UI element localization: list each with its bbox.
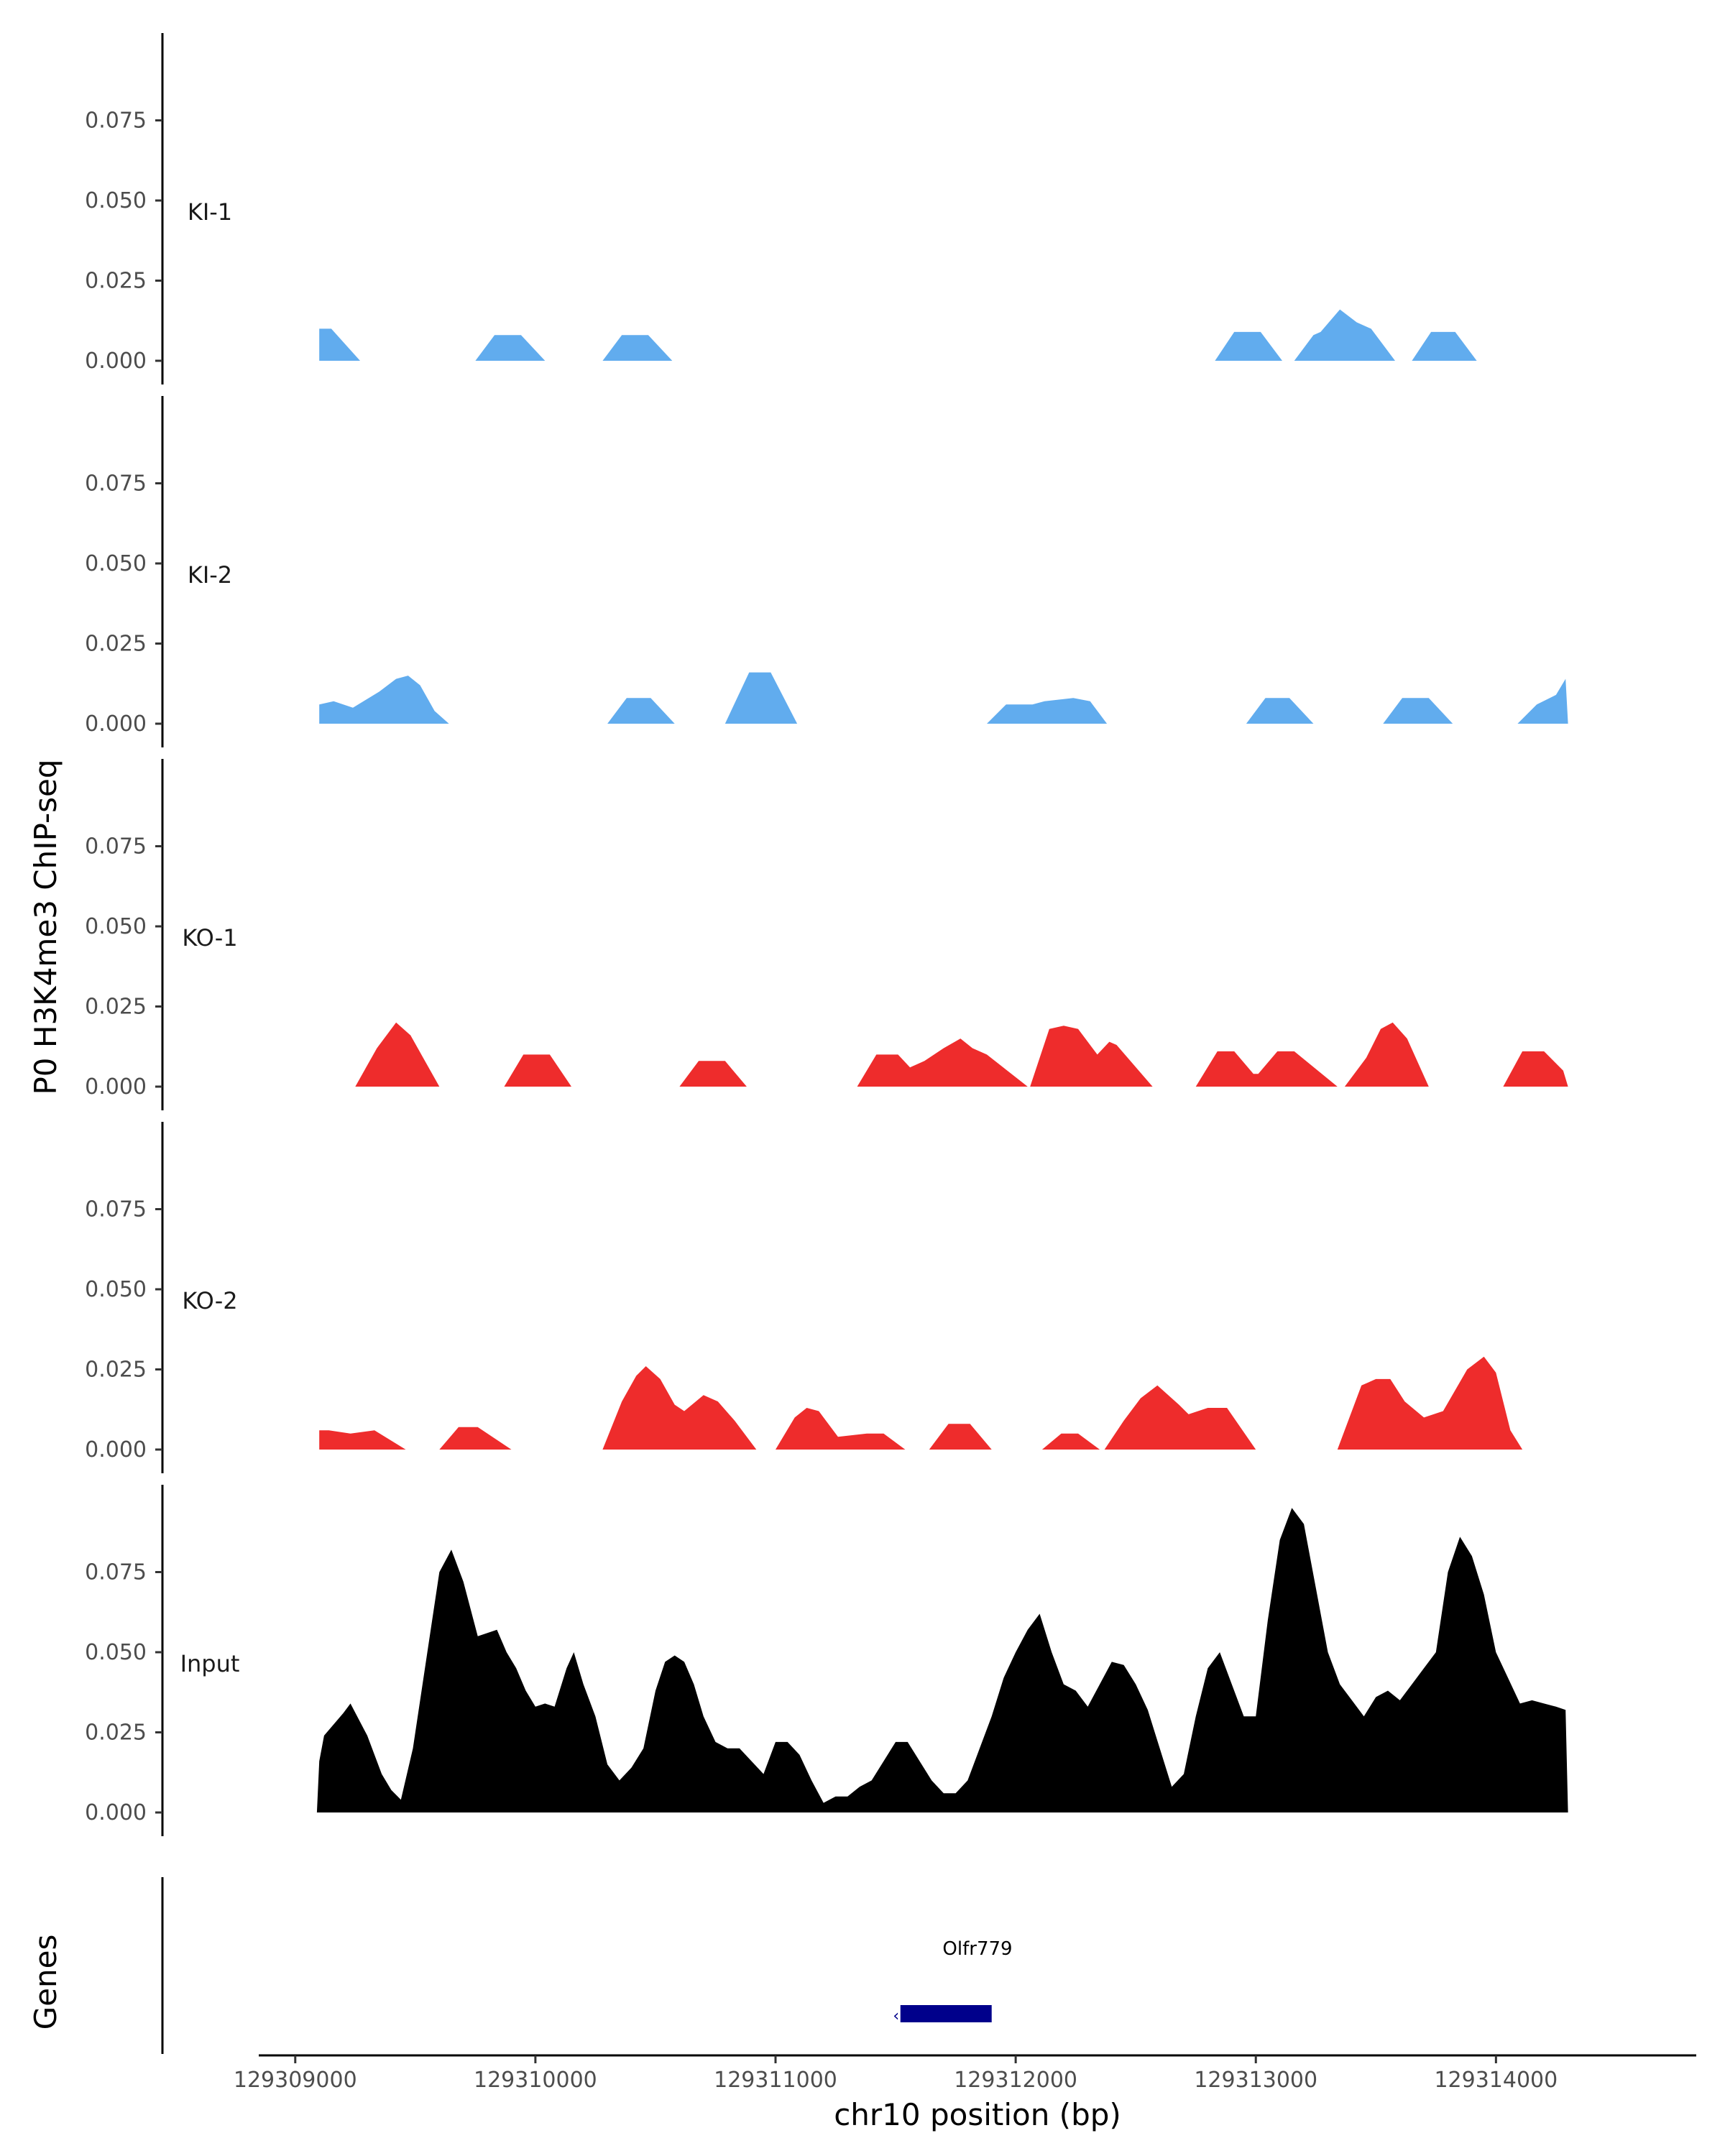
track-ki-1: 0.000 0.025 0.050 0.075 KI-1	[85, 33, 1477, 384]
x-tick-label: 129314000	[1434, 2068, 1558, 2093]
x-tick-label: 129310000	[474, 2068, 597, 2093]
track-ko-2-peak-8	[1337, 1356, 1523, 1450]
y-axis-title: P0 H3K4me3 ChIP-seq	[28, 759, 63, 1095]
track-ko-2-peak-3	[602, 1366, 757, 1450]
track-ki-2-peak-7	[1517, 678, 1568, 724]
track-ko-2-peak-7	[1104, 1385, 1256, 1450]
track-ki-1-peak-1	[319, 328, 360, 361]
track-ki-1-peak-2	[475, 335, 546, 361]
track-ko-2-peak-5	[929, 1424, 992, 1450]
track-input-label: Input	[180, 1650, 240, 1677]
track-ko-1-y-tick-label: 0.050	[85, 914, 147, 939]
track-ki-2-peak-1	[319, 676, 449, 724]
track-ko-1-peak-6	[1195, 1051, 1338, 1087]
track-ko-2-y-tick-label: 0.075	[85, 1197, 147, 1222]
track-ki-2: 0.000 0.025 0.050 0.075 KI-2	[85, 396, 1568, 747]
track-ki-1-y-tick-label: 0.000	[85, 349, 147, 374]
track-ki-1-label: KI-1	[188, 198, 232, 226]
track-ko-2-peak-1	[319, 1430, 406, 1450]
track-ki-2-y-tick-label: 0.025	[85, 632, 147, 657]
track-ki-1-peak-3	[602, 335, 673, 361]
track-ko-1-peak-7	[1344, 1022, 1429, 1087]
x-tick-label: 129312000	[954, 2068, 1077, 2093]
x-axis-title: chr10 position (bp)	[834, 2097, 1121, 2132]
track-ko-1-y-tick-label: 0.075	[85, 834, 147, 860]
track-ko-1-y-tick-label: 0.025	[85, 995, 147, 1020]
track-ki-1-peak-4	[1215, 331, 1282, 361]
track-ko-2-label: KO-2	[182, 1287, 237, 1314]
track-ki-2-peak-5	[1246, 698, 1314, 724]
track-ki-2-peak-3	[724, 672, 798, 724]
track-ki-2-y-tick-label: 0.050	[85, 551, 147, 576]
track-ko-1-label: KO-1	[182, 924, 237, 952]
track-ki-1-y-tick-label: 0.050	[85, 188, 147, 213]
track-ko-1-peak-1	[355, 1022, 440, 1087]
track-ki-2-label: KI-2	[188, 561, 232, 589]
track-ko-1-peak-4	[857, 1038, 1028, 1087]
track-ki-1-peak-6	[1412, 331, 1477, 361]
track-ko-2-peak-4	[776, 1408, 906, 1450]
track-input-y-tick-label: 0.000	[85, 1800, 147, 1825]
track-input-y-tick-label: 0.050	[85, 1640, 147, 1665]
x-tick-label: 129311000	[714, 2068, 837, 2093]
track-ko-2-y-tick-label: 0.025	[85, 1358, 147, 1383]
track-ko-1-peak-3	[679, 1061, 747, 1087]
x-tick-label: 129313000	[1194, 2068, 1317, 2093]
track-input-y-tick-label: 0.025	[85, 1720, 147, 1746]
track-ko-2-y-tick-label: 0.050	[85, 1277, 147, 1302]
track-ki-2-peak-6	[1383, 698, 1453, 724]
track-ko-1-peak-2	[504, 1054, 571, 1087]
gene-strand-arrow-icon: ‹	[893, 2007, 899, 2025]
tracks-layer: 0.0000.0250.0500.075KI-10.0000.0250.0500…	[85, 33, 1568, 1836]
gene-body	[900, 2005, 992, 2022]
gene-label: Olfr779	[942, 1938, 1012, 1960]
track-ki-2-peak-2	[607, 698, 675, 724]
track-ko-2-y-tick-label: 0.000	[85, 1437, 147, 1462]
track-ki-2-peak-4	[987, 698, 1108, 724]
track-ki-2-y-tick-label: 0.075	[85, 471, 147, 497]
genes-panel: Olfr779 ‹	[161, 1877, 1013, 2054]
track-ki-1-peak-5	[1294, 309, 1395, 361]
track-input-peak-1	[316, 1508, 1568, 1812]
track-ko-1: 0.000 0.025 0.050 0.075 KO-1	[85, 759, 1568, 1110]
track-ki-1-y-tick-label: 0.075	[85, 109, 147, 134]
track-ko-2-peak-6	[1041, 1433, 1100, 1450]
track-ko-1-y-tick-label: 0.000	[85, 1074, 147, 1100]
track-ko-1-peak-8	[1503, 1051, 1568, 1087]
track-input-y-tick-label: 0.075	[85, 1560, 147, 1585]
track-input: 0.000 0.025 0.050 0.075 Input	[85, 1485, 1568, 1836]
x-axis: 129309000 129310000 129311000 129312000 1293…	[234, 2054, 1696, 2093]
x-tick-label: 129309000	[234, 2068, 357, 2093]
track-ki-2-y-tick-label: 0.000	[85, 711, 147, 737]
track-ko-2-peak-2	[439, 1427, 512, 1450]
track-ki-1-y-tick-label: 0.025	[85, 269, 147, 294]
track-ko-2: 0.000 0.025 0.050 0.075 KO-2	[85, 1122, 1523, 1473]
genes-axis-title: Genes	[28, 1935, 63, 2030]
track-ko-1-peak-5	[1030, 1026, 1153, 1087]
